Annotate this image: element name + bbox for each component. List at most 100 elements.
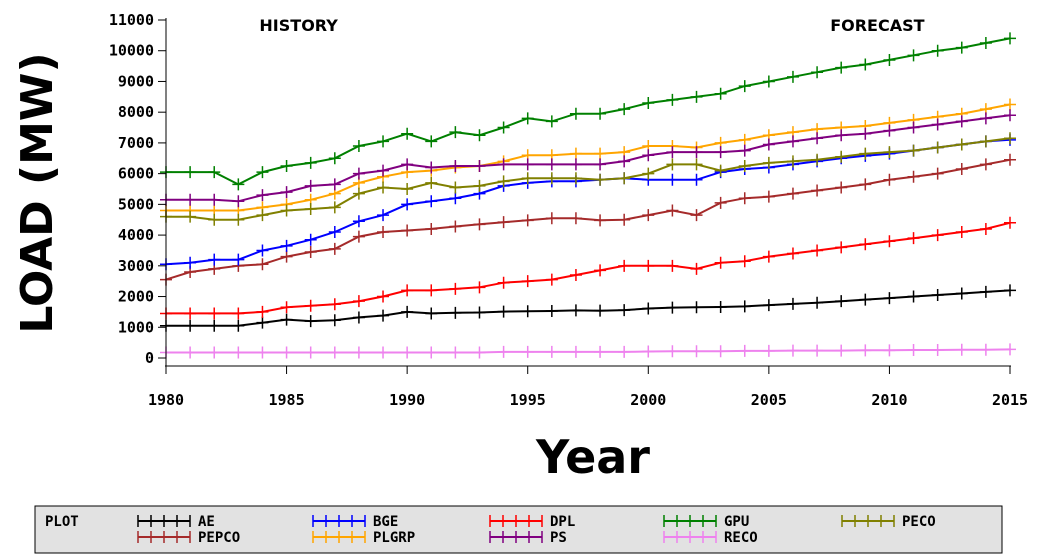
data-point-marker bbox=[377, 209, 390, 222]
data-point-marker bbox=[738, 144, 751, 157]
data-point-marker bbox=[449, 126, 462, 139]
data-point-marker bbox=[1004, 98, 1016, 111]
data-point-marker bbox=[1004, 132, 1016, 145]
data-point-marker bbox=[473, 218, 486, 231]
data-point-marker bbox=[208, 253, 221, 266]
data-point-marker bbox=[473, 346, 486, 359]
legend-label: RECO bbox=[724, 530, 758, 546]
data-point-marker bbox=[594, 158, 607, 171]
data-point-marker bbox=[328, 346, 341, 359]
data-point-marker bbox=[1004, 284, 1016, 297]
data-point-marker bbox=[232, 346, 245, 359]
legend-label: PECO bbox=[902, 514, 936, 530]
data-point-marker bbox=[714, 196, 727, 209]
data-point-marker bbox=[859, 293, 872, 306]
legend-entry-pepco: PEPCO bbox=[137, 530, 240, 546]
data-point-marker bbox=[835, 129, 848, 142]
data-point-marker bbox=[256, 305, 269, 318]
data-point-marker bbox=[545, 115, 558, 128]
data-point-marker bbox=[762, 156, 775, 169]
data-point-marker bbox=[883, 146, 896, 159]
legend-entry-peco: PECO bbox=[841, 514, 936, 530]
data-point-marker bbox=[497, 276, 510, 289]
data-point-marker bbox=[425, 346, 438, 359]
y-tick-label: 9000 bbox=[118, 72, 154, 90]
data-point-marker bbox=[955, 115, 968, 128]
data-point-marker bbox=[208, 319, 221, 332]
data-point-marker bbox=[425, 195, 438, 208]
y-tick-label: 5000 bbox=[118, 195, 154, 213]
data-point-marker bbox=[256, 258, 269, 271]
y-tick-label: 4000 bbox=[118, 226, 154, 244]
data-point-marker bbox=[931, 229, 944, 242]
data-point-marker bbox=[256, 346, 269, 359]
data-point-marker bbox=[208, 193, 221, 206]
data-point-marker bbox=[835, 181, 848, 194]
data-point-marker bbox=[907, 49, 920, 62]
data-point-marker bbox=[594, 147, 607, 160]
data-point-marker bbox=[618, 155, 631, 168]
data-point-marker bbox=[208, 166, 221, 179]
series-line bbox=[166, 114, 1011, 203]
data-point-marker bbox=[690, 345, 703, 358]
data-point-marker bbox=[256, 189, 269, 202]
data-point-marker bbox=[738, 159, 751, 172]
data-point-marker bbox=[449, 192, 462, 205]
data-point-marker bbox=[1004, 153, 1016, 166]
data-point-marker bbox=[473, 281, 486, 294]
data-point-marker bbox=[931, 118, 944, 131]
data-point-marker bbox=[521, 214, 534, 227]
data-point-marker bbox=[714, 345, 727, 358]
data-point-marker bbox=[859, 147, 872, 160]
series-ae bbox=[160, 284, 1016, 332]
data-point-marker bbox=[425, 135, 438, 148]
data-point-marker bbox=[738, 80, 751, 93]
data-point-marker bbox=[377, 309, 390, 322]
data-point-marker bbox=[304, 233, 317, 246]
series-dpl bbox=[160, 216, 1016, 320]
x-tick-label: 1980 bbox=[148, 391, 184, 409]
data-point-marker bbox=[738, 255, 751, 268]
legend-entry-reco: RECO bbox=[663, 530, 758, 546]
data-point-marker bbox=[184, 166, 197, 179]
data-point-marker bbox=[256, 244, 269, 257]
legend-entry-ps: PS bbox=[489, 530, 567, 546]
data-point-marker bbox=[618, 304, 631, 317]
data-point-marker bbox=[738, 344, 751, 357]
series-line bbox=[165, 138, 1011, 266]
series-lines bbox=[160, 32, 1016, 359]
data-point-marker bbox=[184, 307, 197, 320]
series-line bbox=[166, 37, 1011, 186]
data-point-marker bbox=[931, 44, 944, 57]
data-point-marker bbox=[666, 173, 679, 186]
data-point-marker bbox=[811, 184, 824, 197]
data-point-marker bbox=[762, 344, 775, 357]
data-point-marker bbox=[955, 287, 968, 300]
data-point-marker bbox=[377, 290, 390, 303]
data-point-marker bbox=[859, 127, 872, 140]
data-point-marker bbox=[859, 178, 872, 191]
series-line bbox=[166, 137, 1011, 221]
data-point-marker bbox=[232, 253, 245, 266]
legend-label: AE bbox=[198, 514, 215, 530]
data-point-marker bbox=[497, 121, 510, 134]
data-point-marker bbox=[738, 300, 751, 313]
data-point-marker bbox=[184, 210, 197, 223]
data-point-marker bbox=[425, 307, 438, 320]
series-line bbox=[165, 158, 1011, 281]
legend-entry-dpl: DPL bbox=[489, 514, 575, 530]
data-point-marker bbox=[618, 345, 631, 358]
data-point-marker bbox=[401, 224, 414, 237]
data-point-marker bbox=[690, 173, 703, 186]
data-point-marker bbox=[545, 345, 558, 358]
data-point-marker bbox=[208, 307, 221, 320]
y-tick-label: 11000 bbox=[109, 11, 154, 29]
data-point-marker bbox=[907, 121, 920, 134]
data-point-marker bbox=[618, 259, 631, 272]
data-point-marker bbox=[304, 179, 317, 192]
data-point-marker bbox=[328, 201, 341, 214]
data-point-marker bbox=[666, 146, 679, 159]
data-point-marker bbox=[328, 152, 341, 165]
data-point-marker bbox=[666, 345, 679, 358]
data-point-marker bbox=[931, 289, 944, 302]
